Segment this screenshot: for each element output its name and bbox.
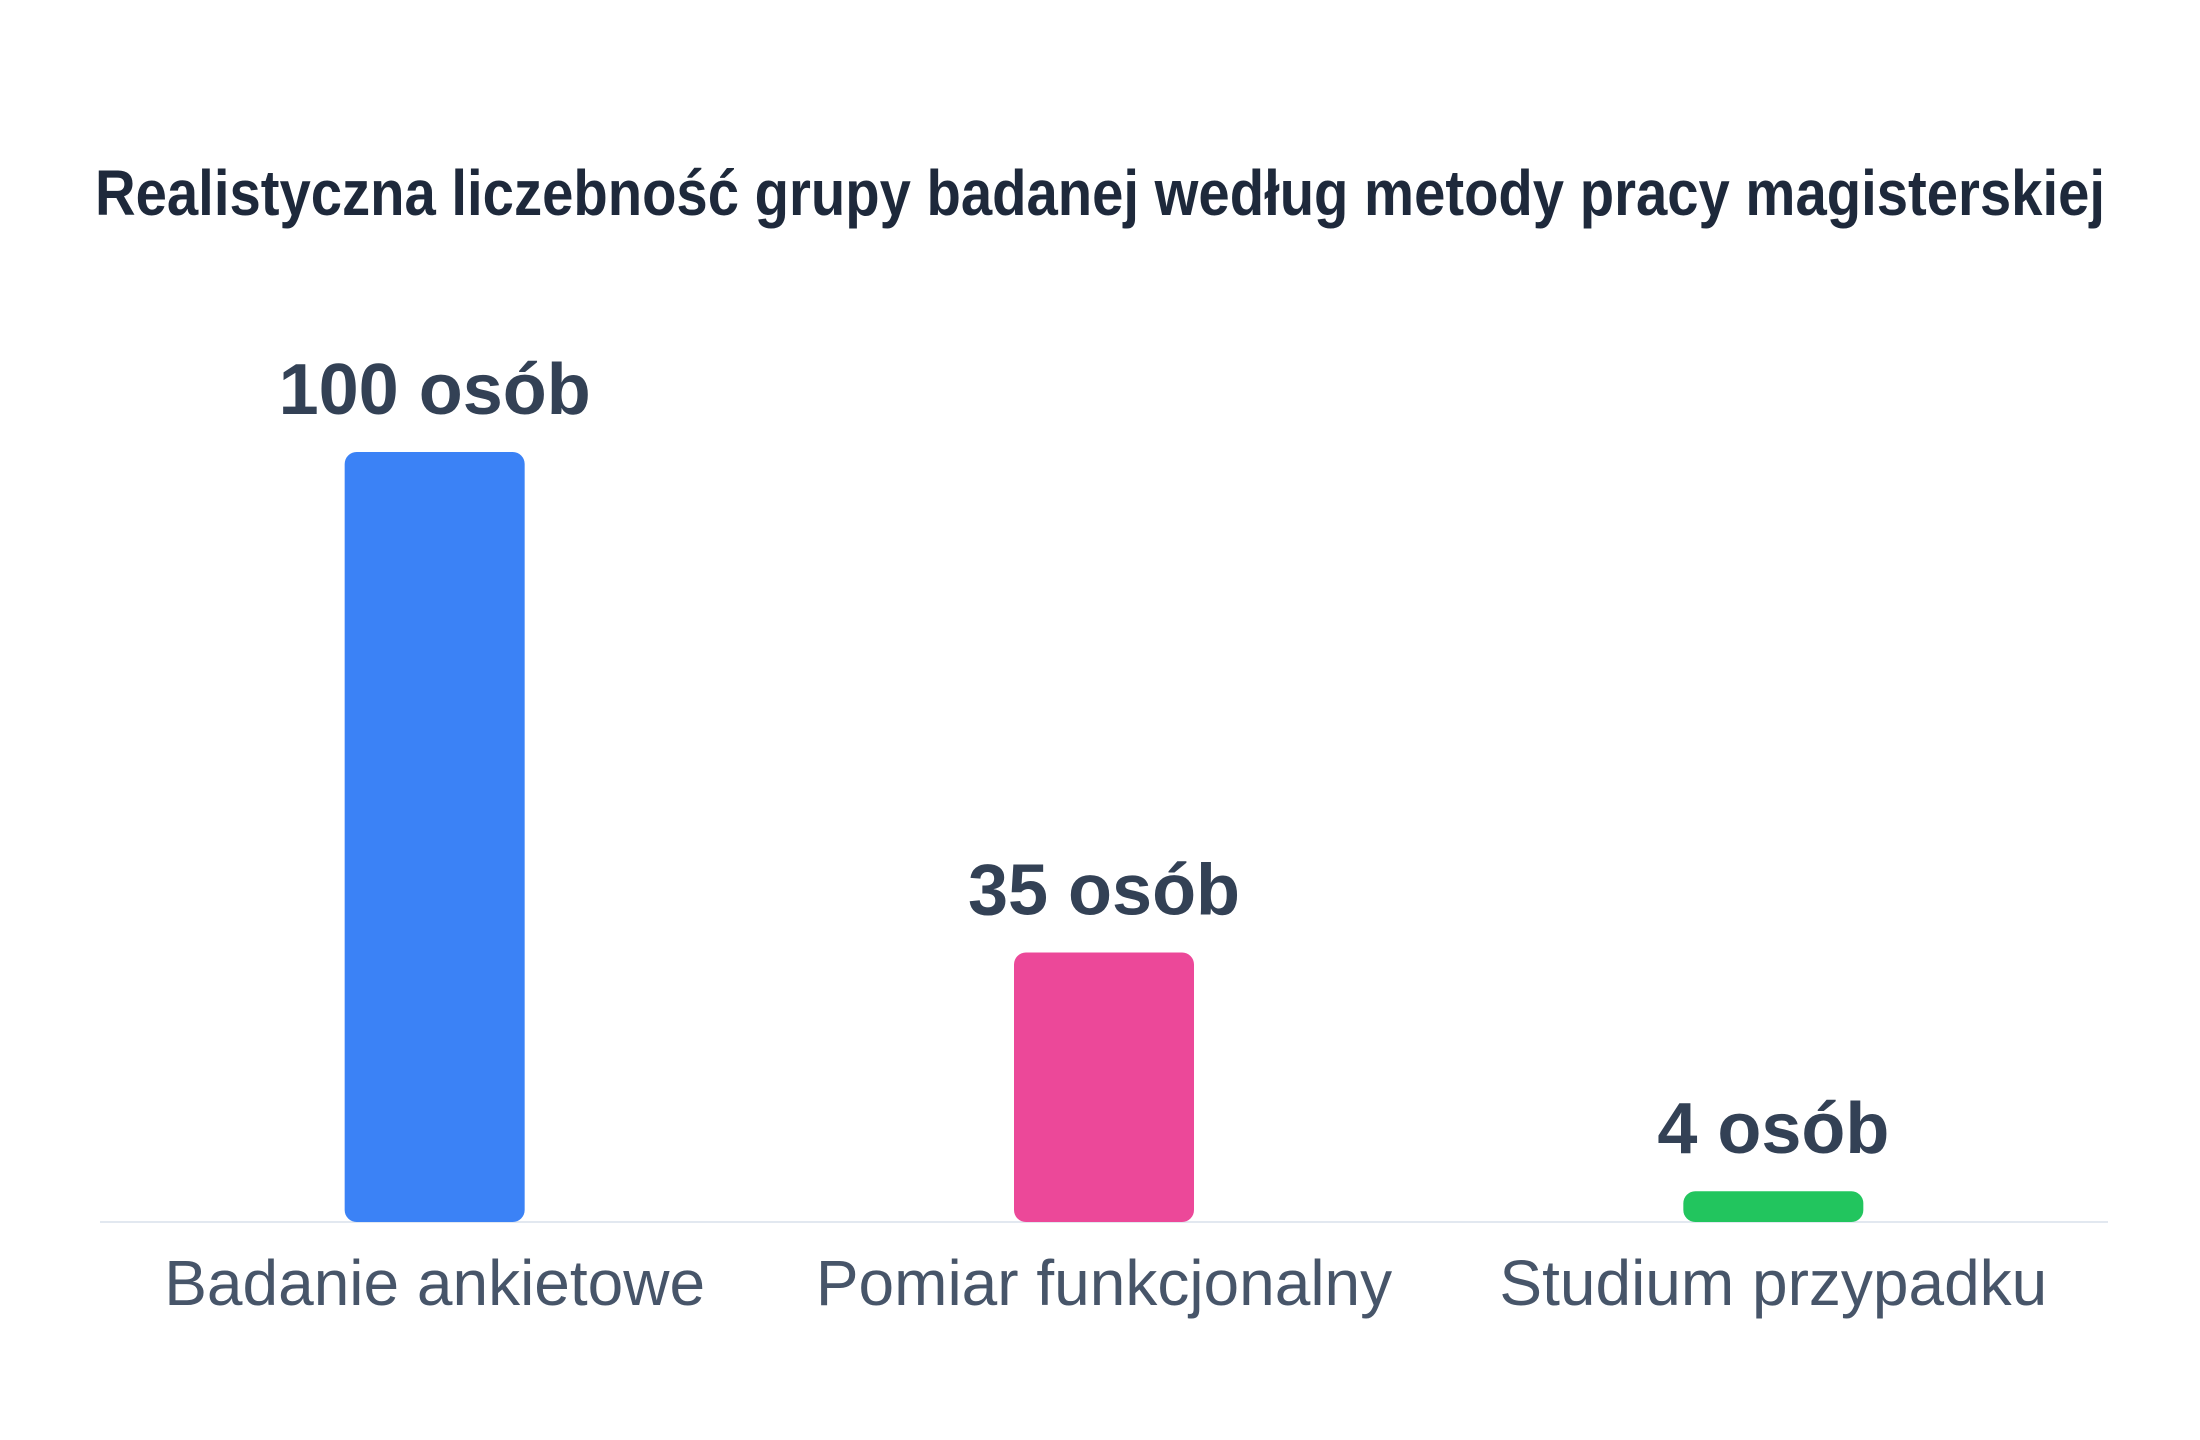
category-label-2: Studium przypadku xyxy=(1499,1247,2047,1319)
value-label-1: 35 osób xyxy=(968,851,1240,931)
value-labels-group: 100 osób 35 osób 4 osób xyxy=(279,350,1890,1169)
chart-title: Realistyczna liczebność grupy badanej we… xyxy=(95,157,2105,229)
bar-0 xyxy=(344,452,525,1222)
value-label-0: 100 osób xyxy=(279,350,591,430)
bar-1 xyxy=(1014,952,1194,1222)
category-label-1: Pomiar funkcjonalny xyxy=(816,1247,1392,1319)
category-labels-group: Badanie ankietowe Pomiar funkcjonalny Stud… xyxy=(164,1247,2047,1319)
category-label-0: Badanie ankietowe xyxy=(164,1247,705,1319)
bars-group xyxy=(344,452,1864,1222)
bar-2 xyxy=(1683,1191,1864,1222)
value-label-2: 4 osób xyxy=(1657,1089,1889,1169)
